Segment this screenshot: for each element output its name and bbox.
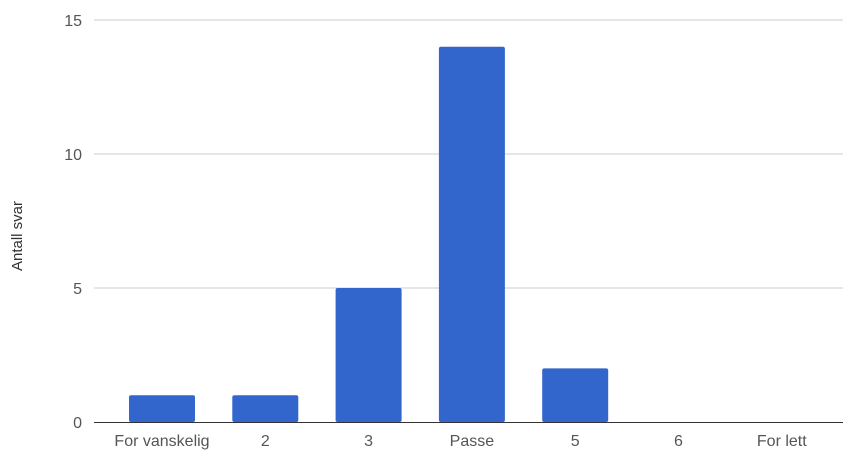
y-axis-title: Antall svar [9, 201, 26, 271]
y-tick-label: 0 [73, 415, 82, 432]
x-tick-label: 6 [674, 433, 683, 450]
bar-4 [542, 368, 609, 422]
y-tick-label: 15 [64, 13, 82, 30]
x-tick-label: 3 [364, 433, 373, 450]
y-tick-label: 10 [64, 147, 82, 164]
x-tick-label: Passe [450, 433, 495, 450]
x-tick-label: 5 [571, 433, 580, 450]
x-tick-label: 2 [261, 433, 270, 450]
x-axis-ticks: For vanskelig 2 3 Passe 5 6 For lett [114, 433, 807, 450]
x-tick-label: For vanskelig [114, 433, 209, 450]
bars [129, 46, 609, 423]
bar-1 [232, 395, 299, 422]
bar-0 [129, 395, 195, 422]
y-axis-ticks: 0 5 10 15 [64, 13, 82, 432]
y-tick-label: 5 [73, 281, 82, 298]
bar-2 [335, 288, 402, 422]
bar-3 [438, 46, 505, 423]
x-tick-label: For lett [757, 433, 807, 450]
